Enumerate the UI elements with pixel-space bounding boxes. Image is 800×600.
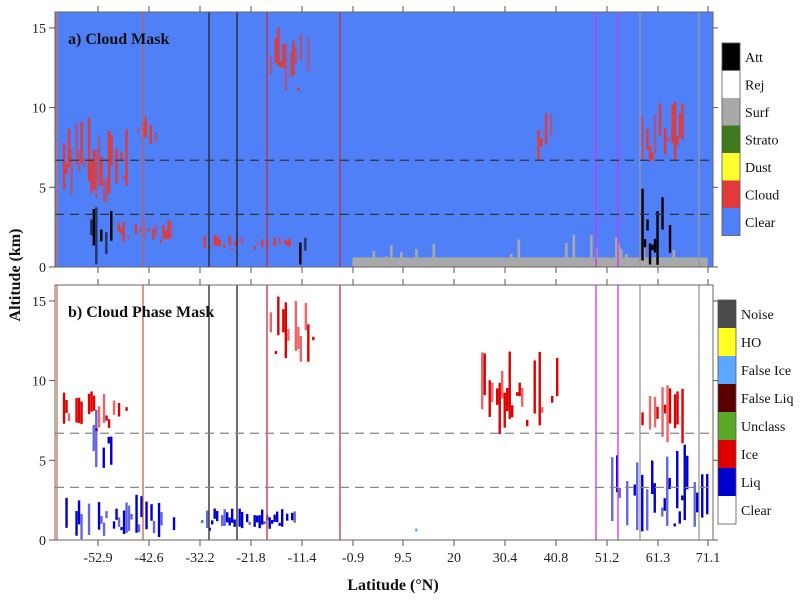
cloud-phase-cells [62, 296, 709, 540]
legend-item: Liq [718, 468, 760, 496]
cloud-mask-cells [62, 27, 708, 267]
legend-item: Unclass [718, 412, 785, 440]
y-axis-title: Altitude (km) [7, 229, 24, 322]
x-axis-ticks [97, 6, 709, 273]
legend-label: False Liq [741, 392, 794, 407]
legend-label: Att [745, 51, 763, 66]
panel-cloud-phase-mask: b) Cloud Phase Mask 0 5 10 15 -52.9 -42.6 -32… [32, 279, 794, 566]
x-tick-label: 9.5 [394, 551, 412, 566]
y-tick-label: 15 [32, 22, 46, 37]
legend-item: Clear [722, 208, 776, 236]
panel-cloud-mask: a) Cloud Mask 0 5 10 15 Att Rej Surf Strato Dus… [32, 6, 779, 276]
legend-item: Noise [718, 300, 774, 328]
x-tick-label: -11.4 [288, 551, 317, 566]
cloud-phase-legend: Noise HO False Ice False Liq Unclass Ice Liq Cl… [717, 299, 794, 525]
legend-label: Clear [741, 504, 772, 519]
legend-item: Ice [718, 440, 758, 468]
panel-a-title: a) Cloud Mask [68, 31, 169, 48]
plot-area-cloud-mask [55, 12, 713, 267]
legend-item: HO [718, 328, 761, 356]
legend-label: Clear [745, 216, 776, 231]
legend-label: Cloud [745, 188, 779, 203]
x-tick-label: -32.2 [185, 551, 214, 566]
dashed-reference-lines [55, 432, 713, 489]
legend-item: False Ice [718, 356, 791, 384]
legend-label: Liq [741, 476, 760, 491]
legend-item: Att [722, 43, 763, 71]
cloud-mask-legend: Att Rej Surf Strato Dust Cloud Clear [721, 42, 779, 236]
y-tick-label: 10 [32, 102, 46, 117]
legend-label: Unclass [741, 420, 785, 435]
track-marker-lines [56, 285, 700, 540]
legend-label: False Ice [741, 364, 791, 379]
plot-area-cloud-phase [55, 285, 713, 540]
legend-label: Noise [741, 308, 774, 323]
x-axis-title: Latitude (°N) [347, 577, 438, 594]
legend-label: HO [741, 336, 761, 351]
y-tick-label: 0 [39, 534, 46, 549]
x-tick-label: 61.3 [646, 551, 671, 566]
dashed-reference-lines [55, 159, 713, 216]
plot-frame [54, 284, 714, 541]
x-tick-label: -21.8 [236, 551, 265, 566]
legend-label: Strato [745, 133, 778, 148]
legend-label: Ice [741, 448, 758, 463]
legend-label: Surf [745, 106, 769, 121]
panel-b-title: b) Cloud Phase Mask [68, 304, 214, 321]
y-axis-ticks: 0 5 10 15 [32, 295, 718, 549]
x-tick-label: 20 [447, 551, 461, 566]
x-tick-label: 51.2 [595, 551, 620, 566]
legend-item: Clear [718, 496, 772, 524]
x-tick-label: -0.9 [342, 551, 364, 566]
y-tick-label: 15 [32, 295, 46, 310]
x-axis-ticks: -52.9 -42.6 -32.2 -21.8 -11.4 -0.9 9.5 20 30.4 40… [83, 279, 720, 566]
legend-item: Rej [722, 70, 764, 98]
y-tick-label: 5 [39, 454, 46, 469]
track-marker-lines [56, 12, 700, 267]
y-tick-label: 5 [39, 181, 46, 196]
x-tick-label: -42.6 [134, 551, 163, 566]
x-tick-label: 40.8 [544, 551, 569, 566]
x-tick-label: 71.1 [696, 551, 721, 566]
legend-item: Strato [722, 125, 778, 153]
legend-item: Cloud [722, 180, 779, 208]
legend-label: Rej [745, 78, 764, 93]
x-tick-label: 30.4 [493, 551, 518, 566]
y-tick-label: 10 [32, 375, 46, 390]
x-tick-label: -52.9 [83, 551, 112, 566]
y-axis-ticks: 0 5 10 15 [32, 22, 718, 276]
y-tick-label: 0 [39, 261, 46, 276]
legend-item: False Liq [718, 384, 794, 412]
legend-item: Dust [722, 153, 772, 181]
legend-label: Dust [745, 161, 772, 176]
legend-item: Surf [722, 98, 769, 126]
plot-frame [54, 11, 714, 268]
